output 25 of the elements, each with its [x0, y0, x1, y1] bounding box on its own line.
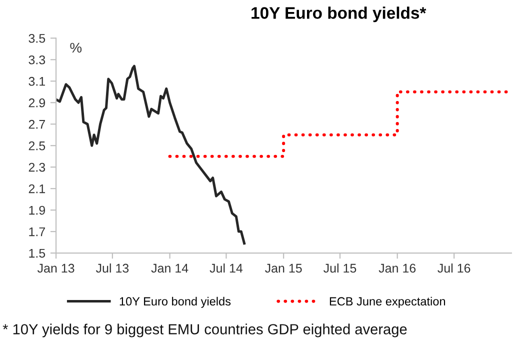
x-tick-label: Jan 14	[151, 264, 188, 273]
x-tick-label: Jul 15	[324, 263, 356, 273]
legend-label: ECB June expectation	[330, 296, 446, 308]
text: * 10Y yields for 9 biggest EMU countries GDP eighted average	[2, 324, 407, 338]
chart-title: 10Y Euro bond yields*	[252, 6, 426, 22]
x-tick-label: Jul 13	[96, 263, 129, 273]
x-tick-label: Jan 13	[37, 264, 74, 273]
annotation: %	[70, 42, 82, 53]
x-tick-label: Jul 16	[438, 263, 470, 273]
y-tick-label: 3.3	[28, 55, 46, 64]
y-tick-label: 3.1	[28, 76, 45, 86]
y-tick-label: 1.9	[29, 206, 46, 215]
y-tick-label: 3.5	[28, 34, 46, 43]
x-tick-label: Jul 14	[210, 263, 243, 273]
y-tick-label: 2.3	[28, 162, 46, 172]
y-tick-label: 2.5	[28, 141, 46, 150]
x-tick-label: Jan 15	[265, 264, 302, 273]
line-series	[56, 64, 246, 245]
y-tick-label: 2.7	[28, 120, 45, 129]
y-tick-label: 2.9	[28, 98, 46, 108]
x-tick-label: Jan 16	[378, 264, 416, 273]
y-tick-label: 1.7	[29, 227, 45, 236]
legend-label: 10Y Euro bond yields	[120, 296, 231, 308]
y-tick-label: 2.1	[28, 184, 45, 194]
y-tick-label: 1.5	[29, 248, 46, 258]
